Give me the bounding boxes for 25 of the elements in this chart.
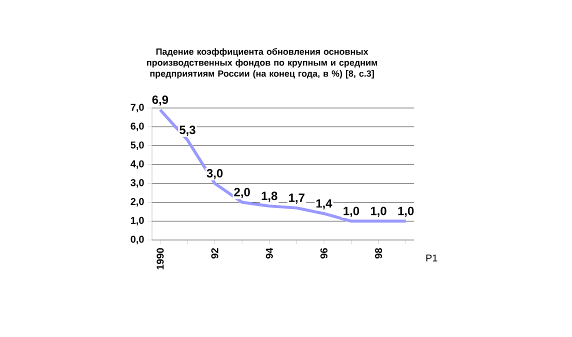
x-tick-label: 92: [211, 248, 218, 259]
data-label: 1,0: [398, 206, 414, 217]
y-tick-label: 2,0: [130, 198, 144, 207]
data-label: 1,4: [316, 199, 332, 210]
y-tick-label: 7,0: [130, 104, 144, 112]
data-label: 3,0: [206, 169, 223, 180]
y-tick-label: 5,0: [130, 141, 144, 150]
data-label: 5,3: [180, 126, 196, 136]
data-label: 1,7: [289, 194, 304, 204]
data-label: 1,0: [370, 206, 386, 217]
text: P1: [426, 254, 438, 262]
y-tick-label: 0,0: [130, 236, 144, 244]
data-label: 2,0: [234, 188, 250, 198]
data-label: 1,0: [344, 206, 360, 217]
y-tick-label: 3,0: [130, 179, 144, 188]
data-label: 6,9: [152, 95, 168, 106]
y-tick-label: 1,0: [131, 216, 144, 226]
x-tick-label: 1990: [156, 248, 164, 270]
y-tick-label: 6,0: [130, 122, 144, 132]
x-tick-label: 94: [266, 248, 273, 259]
x-tick-label: 96: [320, 248, 328, 259]
y-tick-label: 4,0: [130, 160, 144, 169]
x-tick-label: 98: [374, 248, 382, 259]
chart-title: Падение коэффициента обновления основных производственных фондов по крупным и средним предприятиям России (на конец года, в %) [8, с.3]: [147, 48, 378, 79]
data-label: 1,8: [262, 192, 278, 202]
